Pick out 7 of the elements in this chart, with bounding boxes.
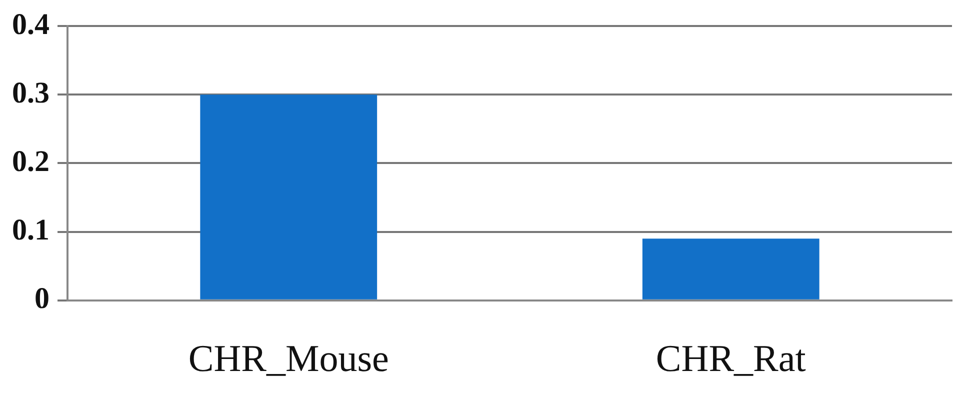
y-tick-label: 0	[34, 282, 50, 316]
x-tick-label: CHR_Rat	[656, 338, 806, 380]
y-tick-label: 0.2	[12, 144, 50, 178]
y-tick-label: 0.4	[12, 8, 50, 41]
x-tick-label: CHR_Mouse	[188, 338, 389, 380]
y-tick-label: 0.3	[12, 76, 50, 110]
y-tick-label: 0.1	[12, 214, 50, 247]
